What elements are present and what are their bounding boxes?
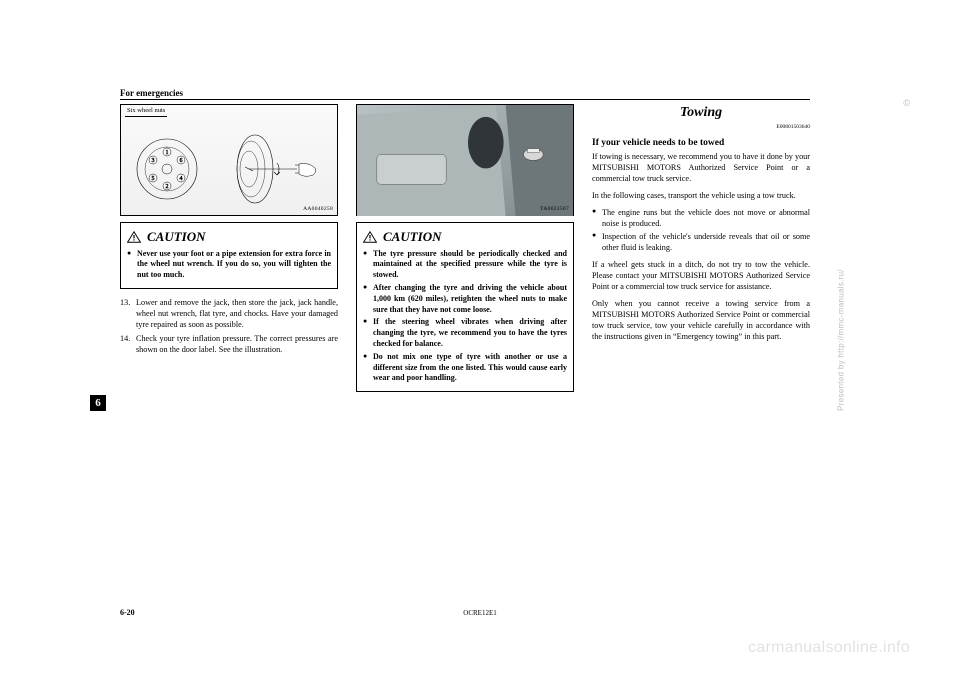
column-1: Six wheel nuts 1 6 4 2 5 3: [120, 104, 338, 400]
caution-item: Never use your foot or a pipe extension …: [127, 249, 331, 281]
caution-box-1: CAUTION Never use your foot or a pipe ex…: [120, 222, 338, 289]
towing-subhead: If your vehicle needs to be towed: [592, 137, 810, 150]
content-columns: Six wheel nuts 1 6 4 2 5 3: [120, 104, 880, 400]
section-header: For emergencies: [120, 88, 810, 100]
towing-bullet: Inspection of the vehicle's underside re…: [592, 231, 810, 253]
side-source-text: Presented by http://mmc-manuals.ru/: [837, 269, 846, 411]
caution-item: After changing the tyre and driving the …: [363, 283, 567, 315]
caution-item: If the steering wheel vibrates when driv…: [363, 317, 567, 349]
watermark: carmanualsonline.info: [748, 639, 910, 657]
ecode: E00801503640: [592, 124, 810, 131]
caution-label-1: CAUTION: [147, 228, 206, 246]
manual-page: For emergencies Six wheel nuts 1 6 4 2: [0, 0, 960, 679]
page-number: 6-20: [120, 608, 135, 617]
column-2: TA0023507 CAUTION The tyre pressure shou…: [356, 104, 574, 400]
wheel-diagram-icon: 1 6 4 2 5 3: [127, 119, 333, 215]
numbered-steps: 13. Lower and remove the jack, then stor…: [120, 297, 338, 355]
towing-bullet: The engine runs but the vehicle does not…: [592, 207, 810, 229]
copyright-icon: ©: [903, 98, 910, 108]
nut-2-label: 2: [166, 184, 169, 190]
towing-p2: In the following cases, transport the ve…: [592, 190, 810, 201]
caution-list-2: The tyre pressure should be periodically…: [363, 249, 567, 385]
towing-p3: If a wheel gets stuck in a ditch, do not…: [592, 259, 810, 292]
nut-4-label: 4: [180, 176, 183, 182]
figure-wheel-nuts: Six wheel nuts 1 6 4 2 5 3: [120, 104, 338, 216]
step-number: 13.: [120, 297, 130, 308]
door-label-photo-icon: [357, 105, 573, 216]
warning-triangle-icon: [127, 231, 141, 243]
nut-1-label: 1: [166, 150, 169, 156]
step-text: Check your tyre inflation pressure. The …: [136, 334, 338, 354]
chapter-tab: 6: [90, 395, 106, 411]
caution-box-2: CAUTION The tyre pressure should be peri…: [356, 222, 574, 392]
towing-title: Towing: [592, 104, 810, 123]
figure-door-label: TA0023507: [356, 104, 574, 216]
nut-5-label: 5: [152, 176, 155, 182]
towing-bullets: The engine runs but the vehicle does not…: [592, 207, 810, 252]
nut-6-label: 6: [180, 158, 183, 164]
figure-label: Six wheel nuts: [125, 107, 167, 117]
step-13: 13. Lower and remove the jack, then stor…: [136, 297, 338, 330]
step-number: 14.: [120, 333, 130, 344]
nut-3-label: 3: [152, 158, 155, 164]
caution-list-1: Never use your foot or a pipe extension …: [127, 249, 331, 281]
figure-code: AA0040258: [303, 206, 333, 213]
caution-item: The tyre pressure should be periodically…: [363, 249, 567, 281]
caution-title-2: CAUTION: [363, 228, 567, 246]
figure-code-2: TA0023507: [540, 206, 569, 213]
caution-item: Do not mix one type of tyre with another…: [363, 352, 567, 384]
doc-code: OCRE12E1: [463, 609, 496, 617]
towing-p1: If towing is necessary, we recommend you…: [592, 151, 810, 184]
column-3: Towing E00801503640 If your vehicle need…: [592, 104, 810, 400]
step-14: 14. Check your tyre inflation pressure. …: [136, 333, 338, 355]
step-text: Lower and remove the jack, then store th…: [136, 298, 338, 329]
caution-label-2: CAUTION: [383, 228, 442, 246]
towing-p4: Only when you cannot receive a towing se…: [592, 298, 810, 342]
caution-title-1: CAUTION: [127, 228, 331, 246]
warning-triangle-icon: [363, 231, 377, 243]
